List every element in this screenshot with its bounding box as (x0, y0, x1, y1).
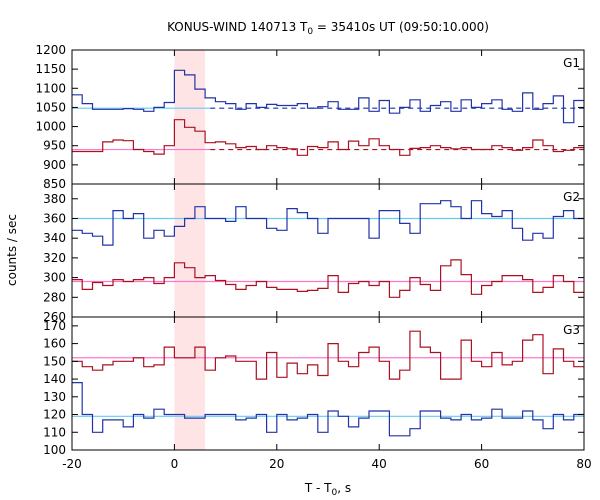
y-tick-label: 160 (43, 337, 66, 351)
y-tick-label: 1000 (35, 120, 66, 134)
y-tick-label: 110 (43, 425, 66, 439)
y-tick-label: 1100 (35, 81, 66, 95)
panel-label-g3: G3 (563, 323, 580, 337)
y-tick-label: 340 (43, 231, 66, 245)
y-tick-label: 1150 (35, 62, 66, 76)
y-tick-label: 280 (43, 290, 66, 304)
panel-g2: 260 280 300 320 340 360 380 G2 (43, 183, 585, 324)
y-tick-label: 140 (43, 372, 66, 386)
series-line-g2-1 (72, 259, 584, 298)
y-tick-label: 360 (43, 211, 66, 225)
panel-g3: 100 110 120 130 140 150 160 170 G3 (43, 316, 585, 457)
y-tick-label: 150 (43, 354, 66, 368)
x-tick-label: 80 (576, 457, 591, 471)
chart-title-part-b: = 35410s UT (09:50:10.000) (313, 20, 489, 34)
y-tick-label: 320 (43, 251, 66, 265)
plot-area: 85090095010001050110011501200G1260280300… (35, 43, 591, 471)
panel-frame-g2 (71, 183, 585, 318)
y-tick-label: 100 (43, 443, 66, 457)
x-axis-label: T - T0, s (304, 481, 351, 498)
y-tick-label: 950 (43, 139, 66, 153)
series-line-g1-1 (72, 119, 584, 156)
y-tick-label: 380 (43, 192, 66, 206)
x-tick-label: 60 (474, 457, 489, 471)
x-tick-label: 40 (372, 457, 387, 471)
y-axis-label: counts / sec (5, 214, 19, 286)
y-tick-label: 120 (43, 408, 66, 422)
y-tick-label: 130 (43, 390, 66, 404)
y-tick-label: 260 (43, 310, 66, 324)
panel-g1: 850 900 950 1000 1050 1100 1150 1200 G1 (35, 43, 585, 191)
chart-title: KONUS-WIND 140713 T0 = 35410s UT (09:50:… (167, 20, 489, 37)
x-axis-label-subscript: 0 (332, 488, 338, 498)
x-axis-label-part-b: , s (337, 481, 351, 495)
y-tick-label: 1050 (35, 100, 66, 114)
series-line-g1-0 (72, 69, 584, 124)
x-axis-label-part-a: T - T (304, 481, 332, 495)
chart-title-part-a: KONUS-WIND 140713 T (167, 20, 308, 34)
y-tick-label: 900 (43, 158, 66, 172)
panel-frame-g1 (71, 49, 585, 185)
chart-title-subscript: 0 (307, 27, 313, 37)
y-tick-label: 170 (43, 319, 66, 333)
panel-label-g2: G2 (563, 190, 580, 204)
x-tick-label: 0 (171, 457, 179, 471)
x-tick-label: 20 (269, 457, 284, 471)
series-line-g3-0 (72, 330, 584, 380)
panel-label-g1: G1 (563, 56, 580, 70)
shaded-interval (174, 50, 206, 450)
series-line-g2-0 (72, 200, 584, 246)
x-tick-label: -20 (62, 457, 82, 471)
y-tick-label: 300 (43, 271, 66, 285)
y-tick-label: 1200 (35, 43, 66, 57)
y-tick-label: 850 (43, 177, 66, 191)
panel-frame-g3 (71, 316, 585, 451)
series-line-g3-1 (72, 382, 584, 437)
